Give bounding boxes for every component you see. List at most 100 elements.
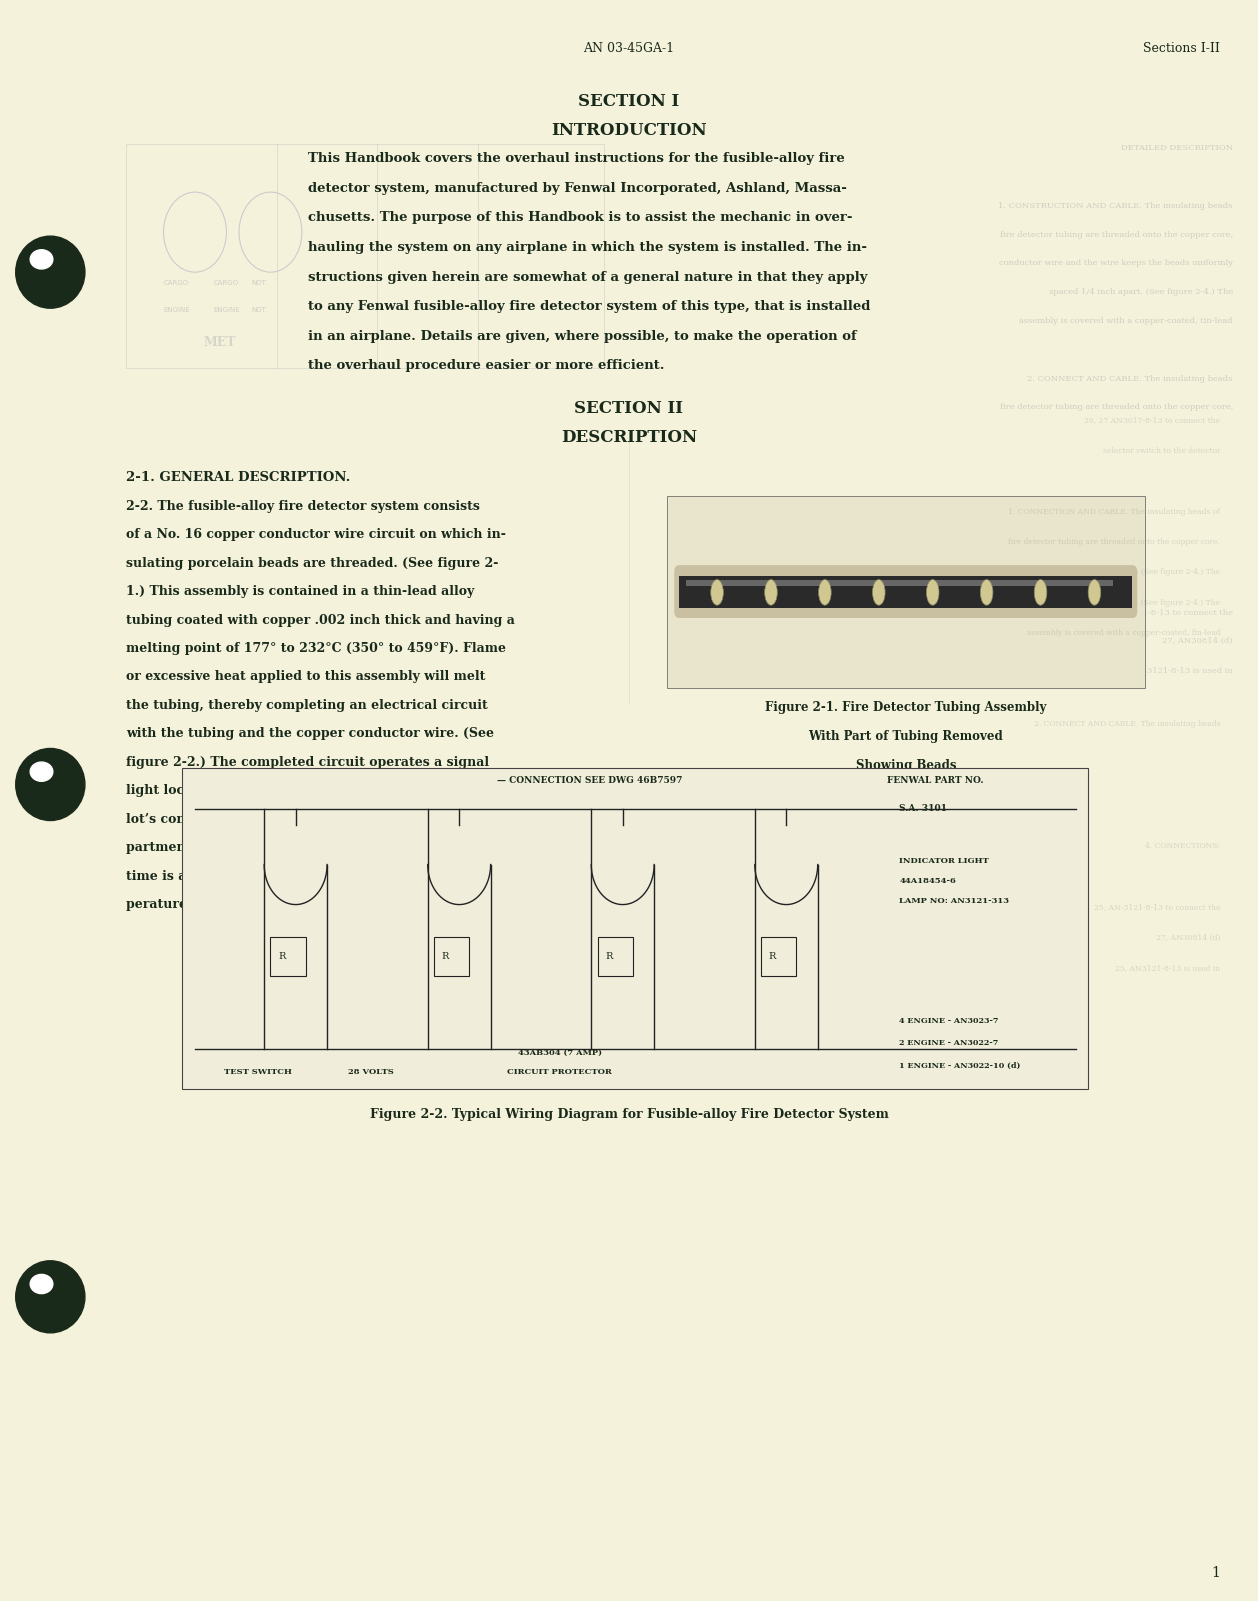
Text: assembly is covered with a copper-coated, tin-lead: assembly is covered with a copper-coated… — [1019, 317, 1233, 325]
Text: INTRODUCTION: INTRODUCTION — [551, 122, 707, 139]
Text: of a No. 16 copper conductor wire circuit on which in-: of a No. 16 copper conductor wire circui… — [126, 528, 506, 541]
Text: 26, 27 AN3017-8-13 to connect the: 26, 27 AN3017-8-13 to connect the — [1084, 416, 1220, 424]
Text: 1: 1 — [1211, 1566, 1220, 1580]
Ellipse shape — [819, 580, 832, 605]
Text: 2. CONNECT AND CABLE. The insulating beads: 2. CONNECT AND CABLE. The insulating bea… — [1034, 720, 1220, 728]
Text: DETAILED DESCRIPTION: DETAILED DESCRIPTION — [1121, 144, 1233, 152]
Text: R: R — [278, 953, 286, 961]
Text: LAMP NO: AN3121-313: LAMP NO: AN3121-313 — [899, 897, 1009, 905]
Text: ENGINE: ENGINE — [164, 307, 190, 314]
Text: NOT: NOT — [252, 280, 267, 287]
Text: — CONNECTION SEE DWG 46B7597: — CONNECTION SEE DWG 46B7597 — [497, 776, 682, 786]
Text: 27, AN30814 (d): 27, AN30814 (d) — [1162, 637, 1233, 645]
Text: MET: MET — [204, 336, 237, 349]
Text: assembly 3/4 inch apart. (See figure 2-4.) The: assembly 3/4 inch apart. (See figure 2-4… — [1044, 599, 1220, 607]
Text: 1. CONSTRUCTION AND CABLE. The insulating beads: 1. CONSTRUCTION AND CABLE. The insulatin… — [999, 202, 1233, 210]
Text: 25, 26, AN 3121-8-13 to connect the: 25, 26, AN 3121-8-13 to connect the — [1079, 608, 1233, 616]
Text: to any Fenwal fusible-alloy fire detector system of this type, that is installed: to any Fenwal fusible-alloy fire detecto… — [308, 299, 871, 314]
Text: SECTION II: SECTION II — [575, 400, 683, 418]
Ellipse shape — [16, 235, 86, 307]
FancyBboxPatch shape — [679, 576, 1132, 608]
FancyBboxPatch shape — [182, 768, 1088, 1089]
Text: 4 ENGINE - AN3023-7: 4 ENGINE - AN3023-7 — [899, 1017, 999, 1025]
Text: This Handbook covers the overhaul instructions for the fusible-alloy fire: This Handbook covers the overhaul instru… — [308, 152, 845, 165]
Text: 25, AN3121-8-13 is used in: 25, AN3121-8-13 is used in — [1115, 964, 1220, 972]
Text: 1. CONNECTION AND CABLE. The insulating beads of: 1. CONNECTION AND CABLE. The insulating … — [1008, 508, 1220, 516]
FancyBboxPatch shape — [761, 938, 796, 975]
Text: 4. CONNECTIONS:: 4. CONNECTIONS: — [1145, 842, 1220, 850]
Text: partment. (See figure 2-3.) The response or alarm: partment. (See figure 2-3.) The response… — [126, 842, 478, 855]
Text: DESCRIPTION: DESCRIPTION — [561, 429, 697, 447]
Text: conductor wire and the wire keeps the beads uniformly: conductor wire and the wire keeps the be… — [999, 259, 1233, 267]
Ellipse shape — [16, 1262, 86, 1332]
Text: NOT: NOT — [252, 307, 267, 314]
Text: light located in a desired position, usually on the pi-: light located in a desired position, usu… — [126, 784, 493, 797]
Text: melting point of 177° to 232°C (350° to 459°F). Flame: melting point of 177° to 232°C (350° to … — [126, 642, 506, 655]
Text: 1 ENGINE - AN3022-10 (d): 1 ENGINE - AN3022-10 (d) — [899, 1061, 1020, 1069]
Text: 27, AN30814 (d): 27, AN30814 (d) — [1156, 933, 1220, 941]
Text: the overhaul procedure easier or more efficient.: the overhaul procedure easier or more ef… — [308, 359, 664, 373]
Ellipse shape — [926, 580, 938, 605]
Text: 25, AN-3121-8-13 to connect the: 25, AN-3121-8-13 to connect the — [1093, 903, 1220, 911]
Text: Showing Beads: Showing Beads — [855, 759, 956, 772]
Text: R: R — [605, 953, 613, 961]
Text: detector system, manufactured by Fenwal Incorporated, Ashland, Massa-: detector system, manufactured by Fenwal … — [308, 181, 847, 195]
Text: fire detector tubing are threaded onto the copper core,: fire detector tubing are threaded onto t… — [1000, 231, 1233, 239]
Text: CIRCUIT PROTECTOR: CIRCUIT PROTECTOR — [507, 1068, 613, 1076]
Text: 2-1. GENERAL DESCRIPTION.: 2-1. GENERAL DESCRIPTION. — [126, 471, 350, 484]
Text: SECTION I: SECTION I — [579, 93, 679, 110]
Ellipse shape — [711, 580, 723, 605]
Ellipse shape — [873, 580, 886, 605]
Text: 2 ENGINE - AN3022-7: 2 ENGINE - AN3022-7 — [899, 1039, 999, 1047]
Ellipse shape — [765, 580, 777, 605]
Text: selector switch to the detector: selector switch to the detector — [1102, 447, 1220, 455]
Text: R: R — [769, 953, 776, 961]
Text: spaced 1/4 inch apart. (See figure 2-4.) The: spaced 1/4 inch apart. (See figure 2-4.)… — [1049, 288, 1233, 296]
Text: assembly is covered with a copper-coated, fin-lead: assembly is covered with a copper-coated… — [1027, 629, 1220, 637]
Text: 2-2. The fusible-alloy fire detector system consists: 2-2. The fusible-alloy fire detector sys… — [126, 500, 479, 512]
Text: ENGINE: ENGINE — [214, 307, 240, 314]
Text: time is approximately 3 seconds under flame tem-: time is approximately 3 seconds under fl… — [126, 869, 478, 884]
Ellipse shape — [1034, 580, 1047, 605]
Text: Sections I-II: Sections I-II — [1144, 42, 1220, 54]
Text: TEST SWITCH: TEST SWITCH — [224, 1068, 292, 1076]
Text: Figure 2-1. Fire Detector Tubing Assembly: Figure 2-1. Fire Detector Tubing Assembl… — [765, 701, 1047, 714]
FancyBboxPatch shape — [434, 938, 469, 975]
Text: 43AB304 (7 AMP): 43AB304 (7 AMP) — [518, 1049, 601, 1057]
Text: fire detector tubing are threaded onto the copper core,: fire detector tubing are threaded onto t… — [1000, 403, 1233, 411]
Text: chusetts. The purpose of this Handbook is to assist the mechanic in over-: chusetts. The purpose of this Handbook i… — [308, 211, 853, 224]
Text: With Part of Tubing Removed: With Part of Tubing Removed — [809, 730, 1003, 743]
Text: CARGO: CARGO — [214, 280, 239, 287]
Ellipse shape — [30, 1274, 53, 1294]
Text: 1.) This assembly is contained in a thin-lead alloy: 1.) This assembly is contained in a thin… — [126, 584, 474, 599]
Text: figure 2-2.) The completed circuit operates a signal: figure 2-2.) The completed circuit opera… — [126, 756, 489, 768]
Text: 25, AN 3121-8-13 is used in: 25, AN 3121-8-13 is used in — [1115, 666, 1233, 674]
FancyBboxPatch shape — [686, 580, 1113, 586]
Text: perature, approximately 1093°C (2000°F).: perature, approximately 1093°C (2000°F). — [126, 898, 421, 911]
Text: INDICATOR LIGHT: INDICATOR LIGHT — [899, 857, 989, 865]
Text: FENWAL PART NO.: FENWAL PART NO. — [887, 776, 984, 786]
FancyBboxPatch shape — [667, 496, 1145, 688]
Text: lot’s control panel or in the flight engineer’s com-: lot’s control panel or in the flight eng… — [126, 813, 479, 826]
FancyBboxPatch shape — [598, 938, 633, 975]
Text: fire detector tubing are threaded onto the copper core.: fire detector tubing are threaded onto t… — [1009, 538, 1220, 546]
Text: structions given herein are somewhat of a general nature in that they apply: structions given herein are somewhat of … — [308, 271, 868, 283]
Text: 44A18454-6: 44A18454-6 — [899, 877, 956, 885]
Ellipse shape — [30, 762, 53, 781]
Text: the tubing, thereby completing an electrical circuit: the tubing, thereby completing an electr… — [126, 700, 488, 712]
Text: Figure 2-2. Typical Wiring Diagram for Fusible-alloy Fire Detector System: Figure 2-2. Typical Wiring Diagram for F… — [370, 1108, 888, 1121]
FancyBboxPatch shape — [270, 938, 306, 975]
Ellipse shape — [30, 250, 53, 269]
Text: hauling the system on any airplane in which the system is installed. The in-: hauling the system on any airplane in wh… — [308, 240, 867, 255]
Text: in an airplane. Details are given, where possible, to make the operation of: in an airplane. Details are given, where… — [308, 330, 857, 343]
Text: AN 03-45GA-1: AN 03-45GA-1 — [584, 42, 674, 54]
Text: tubing coated with copper .002 inch thick and having a: tubing coated with copper .002 inch thic… — [126, 613, 515, 626]
Ellipse shape — [16, 748, 86, 820]
Ellipse shape — [1088, 580, 1101, 605]
Text: sulating porcelain beads are threaded. (See figure 2-: sulating porcelain beads are threaded. (… — [126, 557, 498, 570]
Text: R: R — [442, 953, 449, 961]
Text: with the tubing and the copper conductor wire. (See: with the tubing and the copper conductor… — [126, 727, 494, 741]
Text: 2. CONNECT AND CABLE. The insulating beads: 2. CONNECT AND CABLE. The insulating bea… — [1028, 375, 1233, 383]
Text: or excessive heat applied to this assembly will melt: or excessive heat applied to this assemb… — [126, 671, 486, 684]
Text: S.A. 3101: S.A. 3101 — [899, 804, 947, 813]
